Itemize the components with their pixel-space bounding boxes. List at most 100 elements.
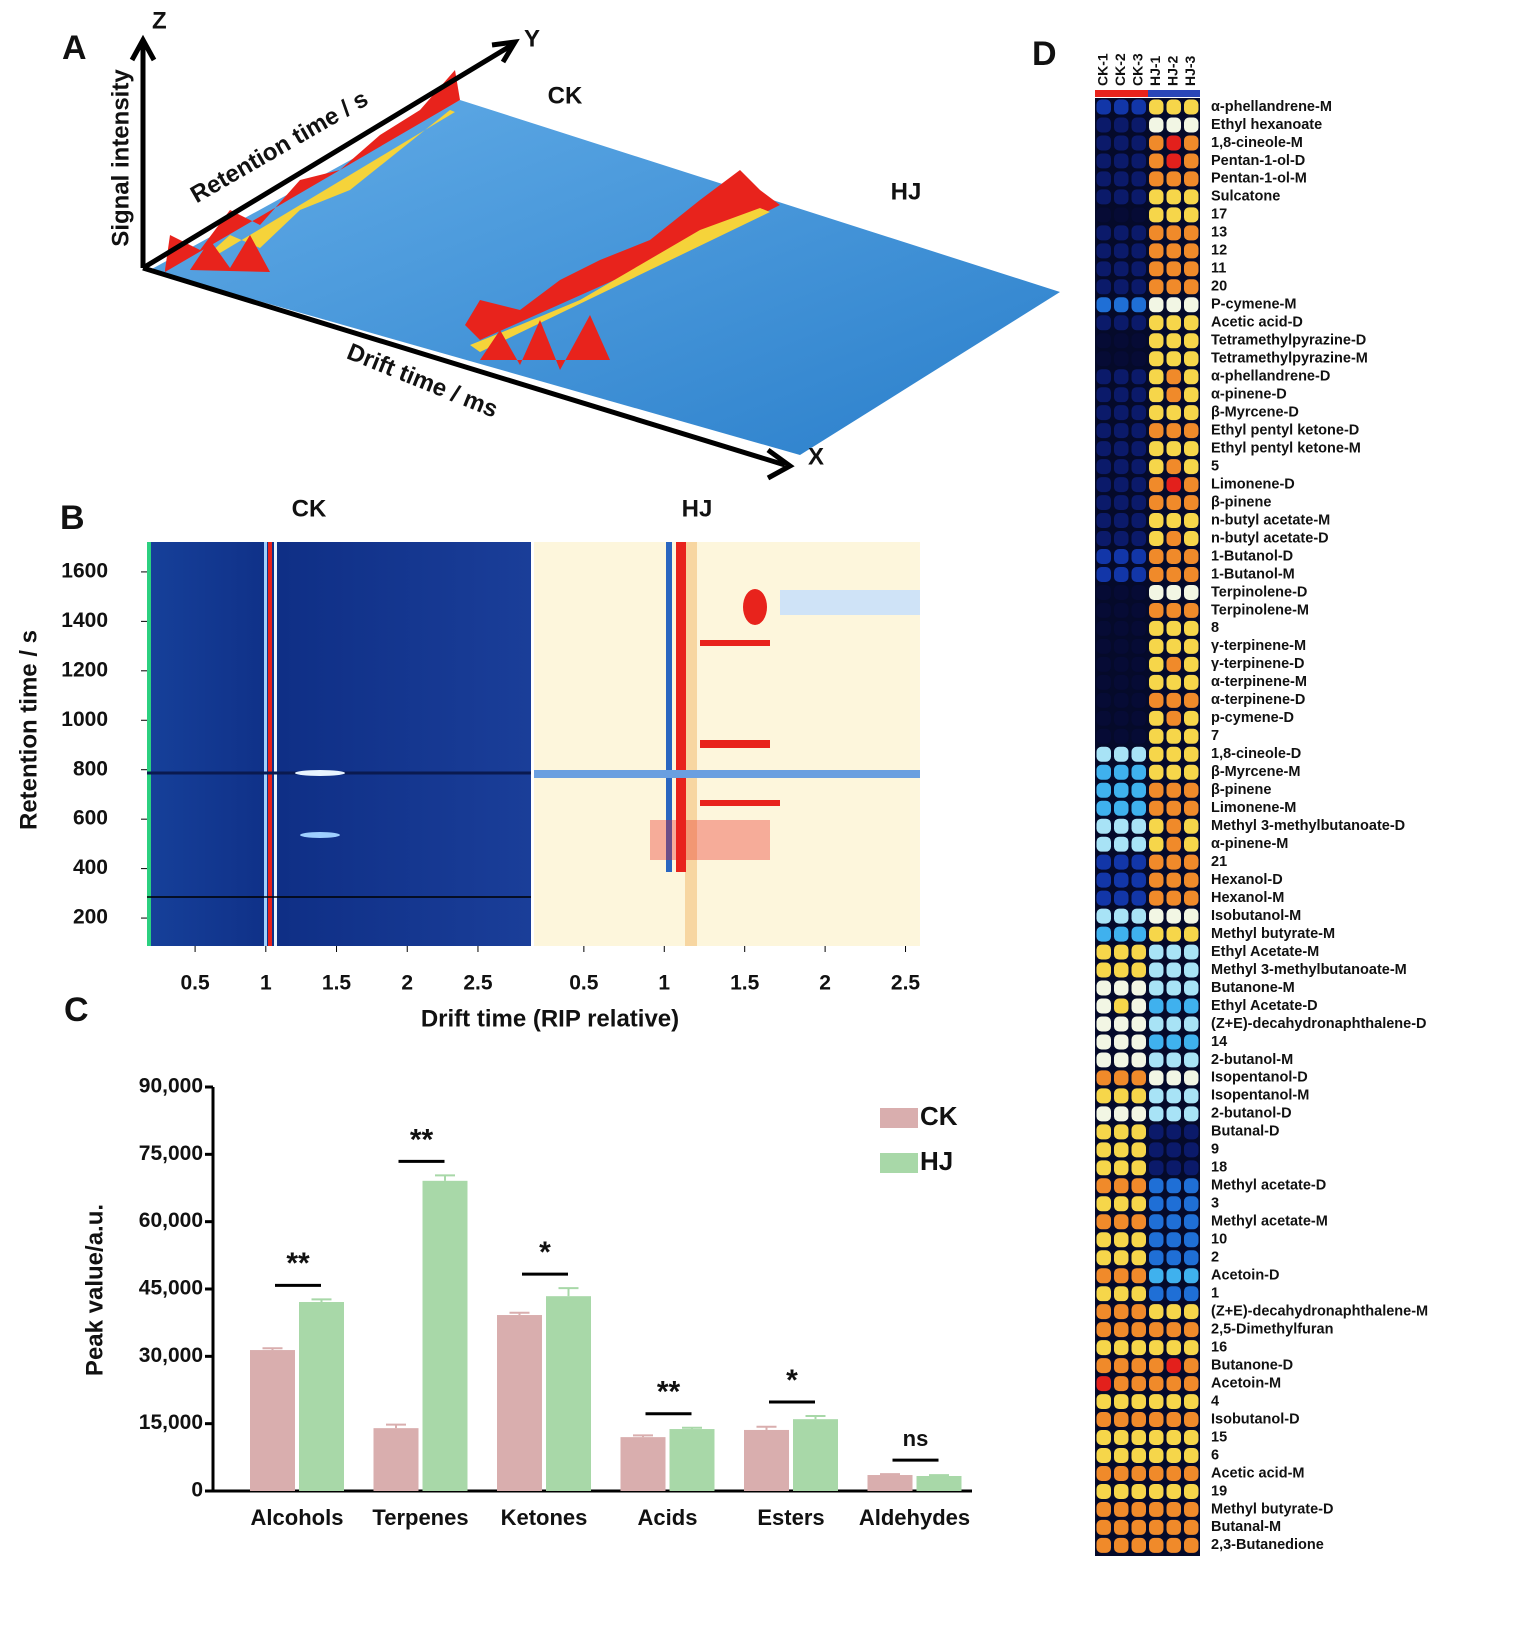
row-label: Methyl butyrate-D xyxy=(1211,1501,1333,1517)
heat-cell xyxy=(1096,908,1111,924)
heat-cell xyxy=(1131,351,1146,367)
row-label: Hexanol-M xyxy=(1211,890,1284,906)
heat-cell xyxy=(1184,962,1199,978)
row-label: Ethyl pentyl ketone-D xyxy=(1211,422,1359,438)
heat-cell xyxy=(1114,1376,1129,1392)
heat-cell xyxy=(1131,1160,1146,1176)
heat-cell xyxy=(1184,1501,1199,1517)
heat-cell xyxy=(1149,99,1164,115)
heat-cell xyxy=(1149,189,1164,205)
heat-cell xyxy=(1184,1412,1199,1428)
heat-cell xyxy=(1131,441,1146,457)
heat-cell xyxy=(1149,387,1164,403)
row-label: Methyl acetate-D xyxy=(1211,1178,1326,1194)
row-label: 1 xyxy=(1211,1286,1219,1302)
heat-cell xyxy=(1149,207,1164,223)
heat-cell xyxy=(1166,1124,1181,1140)
heat-cell xyxy=(1096,1052,1111,1068)
heat-cell xyxy=(1096,477,1111,493)
heat-cell xyxy=(1131,1070,1146,1086)
heat-cell xyxy=(1149,1394,1164,1410)
heat-cell xyxy=(1184,531,1199,547)
y-tick-label: 1400 xyxy=(61,609,108,632)
column-label: HJ-3 xyxy=(1182,55,1198,86)
heat-cell xyxy=(1114,1250,1129,1266)
heat-cell xyxy=(1096,351,1111,367)
heat-cell xyxy=(1166,1088,1181,1104)
bar xyxy=(299,1302,344,1491)
column-label: HJ-2 xyxy=(1164,55,1180,86)
heat-cell xyxy=(1114,1519,1129,1535)
column-label: CK-2 xyxy=(1112,53,1128,86)
heat-cell xyxy=(1131,171,1146,187)
significance-label: * xyxy=(786,1364,798,1397)
heat-cell xyxy=(1166,549,1181,564)
row-label: 2,5-Dimethylfuran xyxy=(1211,1321,1333,1337)
heat-cell xyxy=(1131,1088,1146,1104)
heat-cell xyxy=(1114,1034,1129,1050)
heat-cell xyxy=(1096,495,1111,511)
heat-cell xyxy=(1114,674,1129,690)
heat-cell xyxy=(1149,764,1164,780)
heat-cell xyxy=(1184,1537,1199,1553)
heat-cell xyxy=(1184,513,1199,529)
heat-cell xyxy=(1114,1286,1129,1302)
heat-cell xyxy=(1166,279,1181,295)
heat-cell xyxy=(1166,207,1181,223)
heat-cell xyxy=(1149,1376,1164,1392)
y-tick-label: 90,000 xyxy=(139,1075,203,1098)
heatmap-background xyxy=(1095,98,1200,1556)
heat-cell xyxy=(1149,836,1164,852)
y-tick-label: 400 xyxy=(73,856,108,879)
heat-cell xyxy=(1166,1250,1181,1266)
heat-cell xyxy=(1166,243,1181,259)
heat-cell xyxy=(1166,261,1181,277)
heat-cell xyxy=(1114,944,1129,960)
heat-cell xyxy=(1149,944,1164,960)
heat-cell xyxy=(1184,405,1199,421)
heat-cell xyxy=(1131,1286,1146,1302)
heat-cell xyxy=(1096,692,1111,708)
heat-cell xyxy=(1096,656,1111,672)
heat-cell xyxy=(1184,477,1199,493)
heat-cell xyxy=(1166,369,1181,385)
heat-cell xyxy=(1166,872,1181,888)
row-label: (Z+E)-decahydronaphthalene-D xyxy=(1211,1016,1427,1032)
heat-cell xyxy=(1131,980,1146,996)
heat-cell xyxy=(1096,117,1111,133)
row-label: 11 xyxy=(1211,261,1226,277)
heat-cell xyxy=(1114,1268,1129,1284)
row-label: 6 xyxy=(1211,1447,1219,1463)
heat-cell xyxy=(1149,1178,1164,1194)
heat-cell xyxy=(1114,99,1129,115)
heat-cell xyxy=(1114,1106,1129,1122)
row-label: Acetoin-D xyxy=(1211,1268,1279,1284)
heat-cell xyxy=(1166,926,1181,942)
heat-cell xyxy=(1184,620,1199,636)
heat-cell xyxy=(1149,117,1164,133)
heat-cell xyxy=(1096,1214,1111,1230)
heat-cell xyxy=(1114,333,1129,349)
heat-cell xyxy=(1114,225,1129,241)
heat-cell xyxy=(1166,944,1181,960)
heat-cell xyxy=(1096,1358,1111,1374)
row-label: Ethyl pentyl ketone-M xyxy=(1211,440,1361,456)
row-label: γ-terpinene-M xyxy=(1211,638,1306,654)
row-label: 19 xyxy=(1211,1483,1227,1499)
x-tick-label: 1 xyxy=(658,972,670,995)
heat-cell xyxy=(1149,1160,1164,1176)
heat-cell xyxy=(1166,1142,1181,1158)
row-label: α-pinene-M xyxy=(1211,836,1288,852)
heat-cell xyxy=(1131,1178,1146,1194)
heat-cell xyxy=(1096,1340,1111,1356)
row-label: 1-Butanol-D xyxy=(1211,548,1293,564)
heat-cell xyxy=(1184,908,1199,924)
heat-cell xyxy=(1184,1052,1199,1068)
row-label: 4 xyxy=(1211,1393,1219,1409)
heat-cell xyxy=(1149,1412,1164,1428)
heat-cell xyxy=(1096,1412,1111,1428)
heat-cell xyxy=(1166,638,1181,654)
heat-cell xyxy=(1131,818,1146,834)
heat-cell xyxy=(1184,926,1199,942)
heat-cell xyxy=(1184,980,1199,996)
